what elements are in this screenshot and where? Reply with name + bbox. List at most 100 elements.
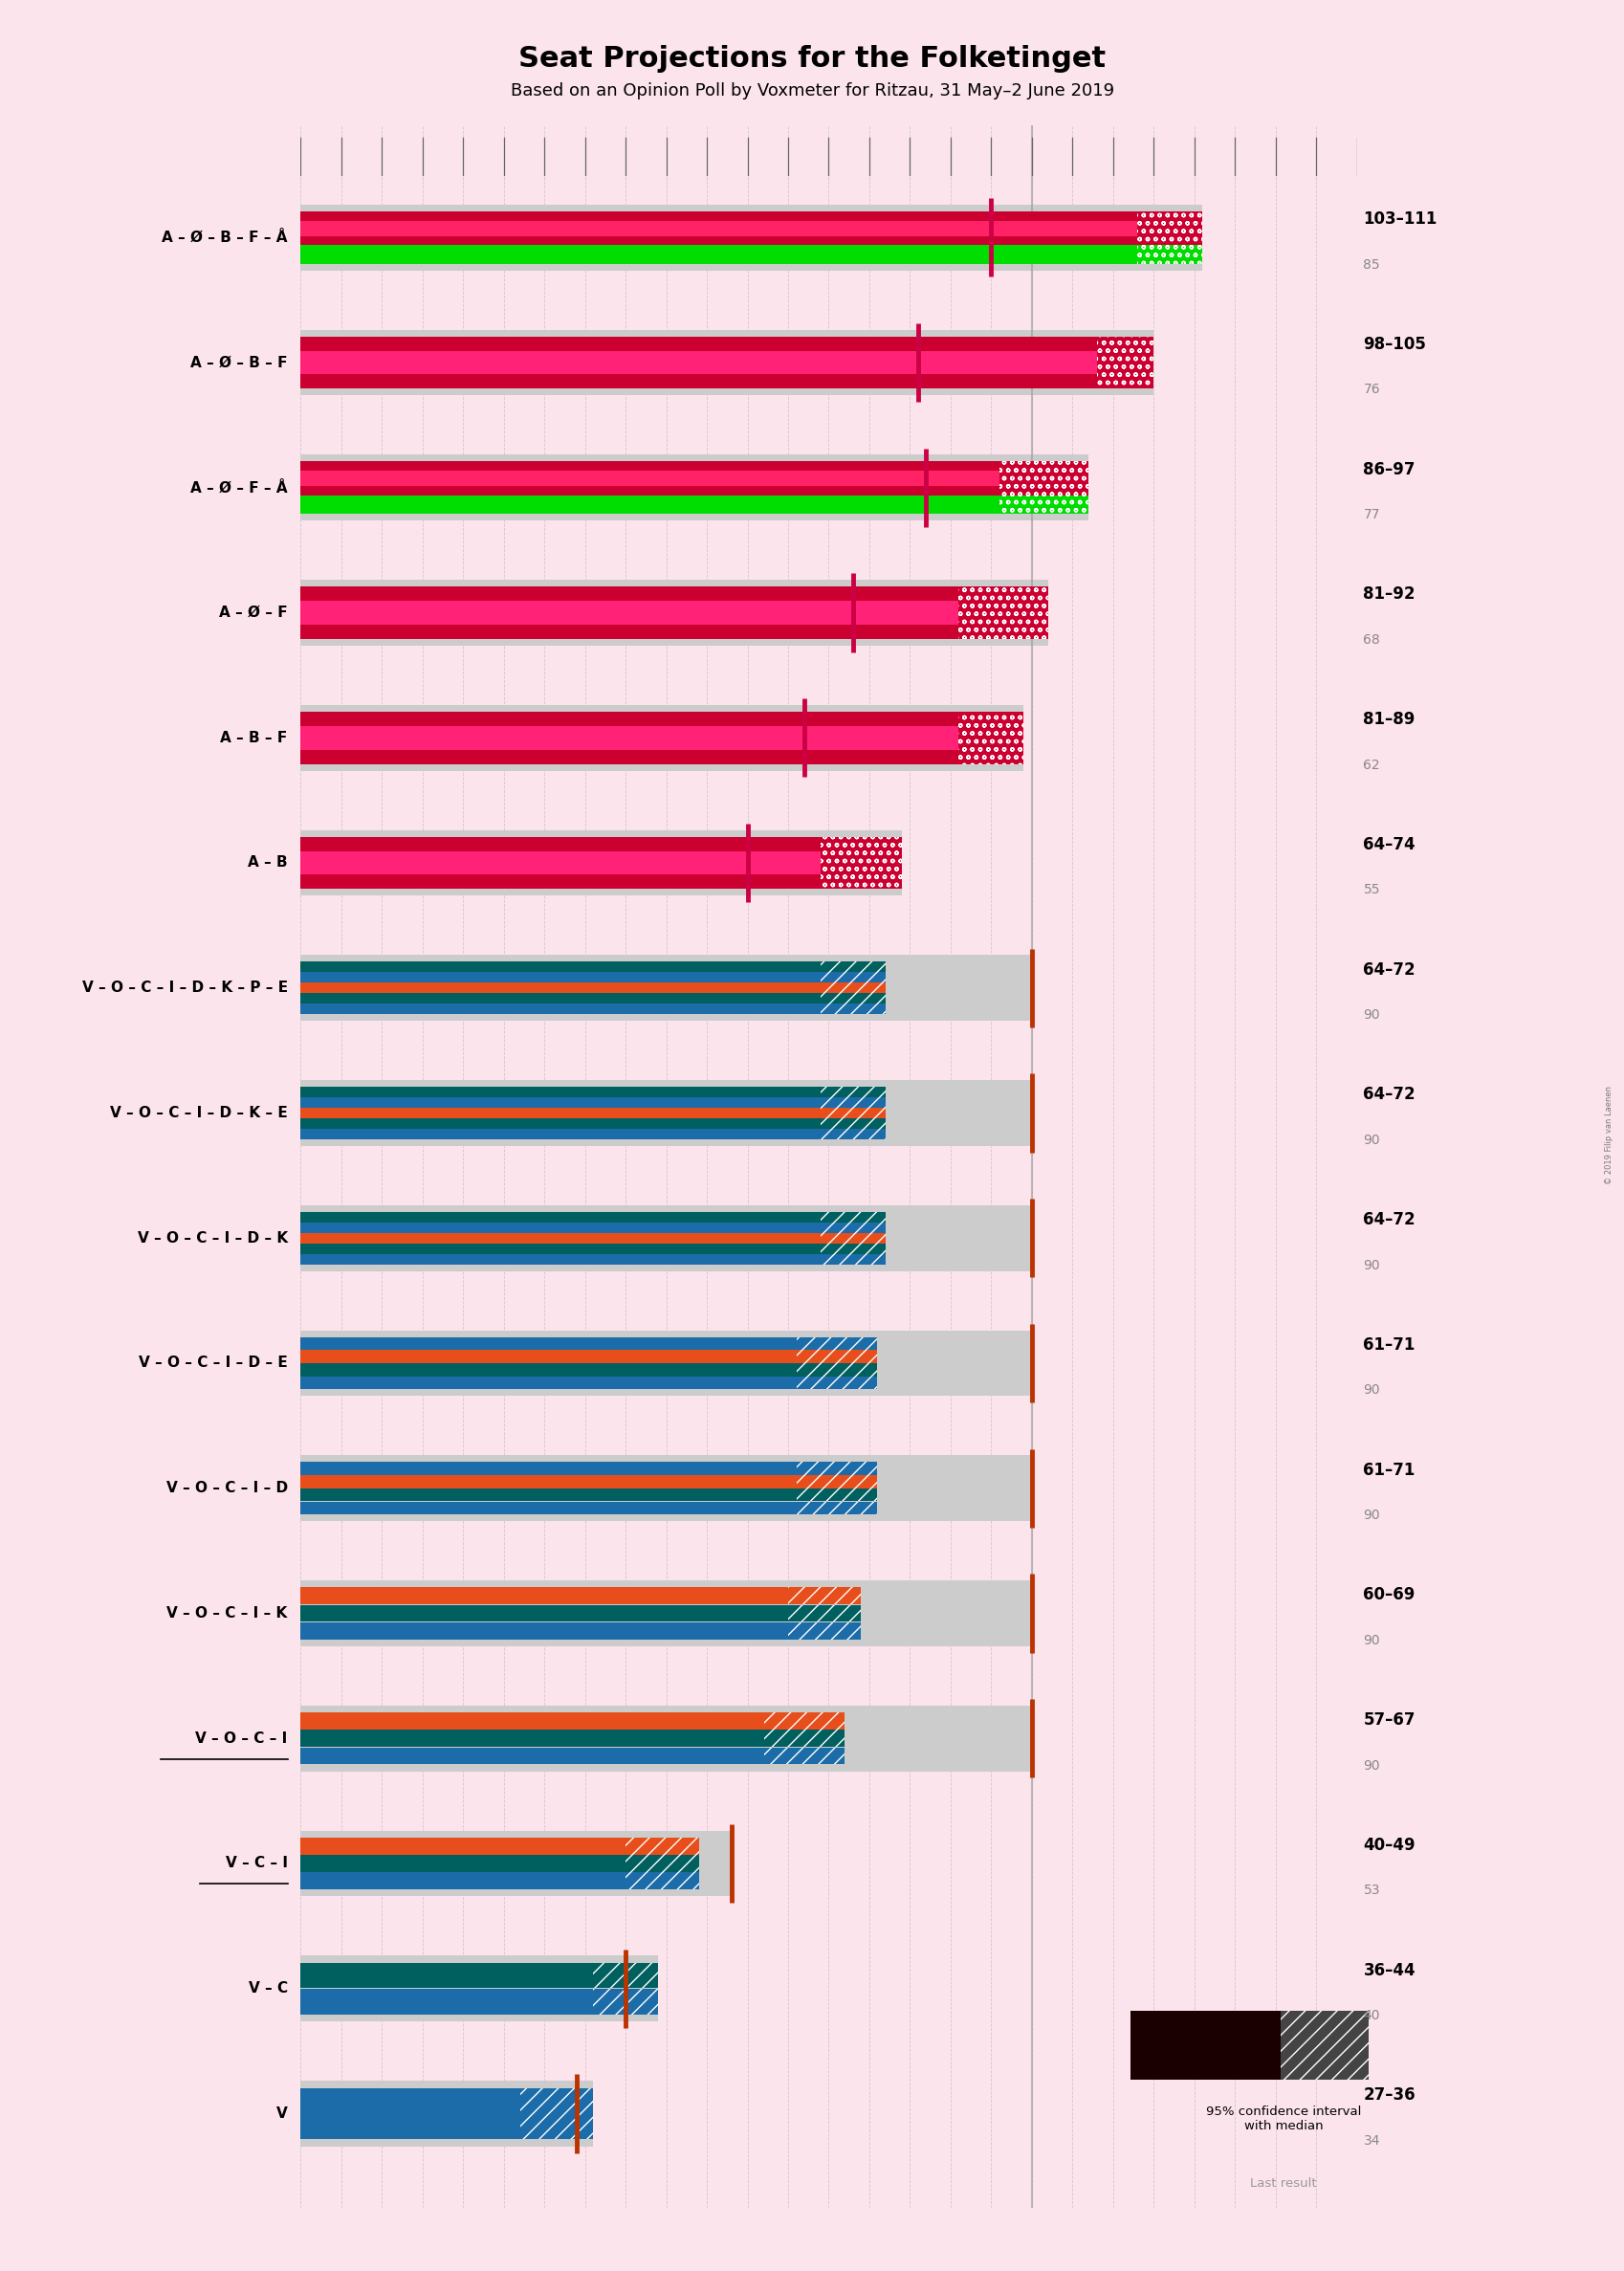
Text: 34: 34 [1363,2135,1379,2148]
Bar [820,963,885,972]
Text: 90: 90 [1363,1508,1379,1522]
Bar [625,1855,698,1871]
Bar [820,1088,885,1097]
Text: A – Ø – F: A – Ø – F [219,606,287,620]
Bar [300,1081,1031,1147]
Bar [796,1363,877,1376]
Text: 90: 90 [1363,1760,1379,1771]
Bar [300,1874,625,1889]
Bar [820,1097,885,1108]
Bar [300,983,820,992]
Bar [300,204,1202,270]
Bar [300,1962,593,1987]
Bar [300,579,1047,645]
Text: Seat Projections for the Folketinget: Seat Projections for the Folketinget [518,45,1106,73]
Bar [300,1117,820,1129]
Bar [300,956,1031,1020]
Bar [300,711,958,763]
Bar [300,1331,1031,1397]
Bar [820,983,885,992]
Text: V – O – C – I – D – K – E: V – O – C – I – D – K – E [110,1106,287,1120]
Bar [300,350,1096,375]
Bar [300,1245,820,1254]
Bar [300,1338,796,1349]
Bar [300,454,1088,520]
Bar [796,1376,877,1390]
Bar [300,602,958,625]
Bar [300,1706,1031,1771]
Bar [300,1233,820,1242]
Text: 61–71: 61–71 [1363,1335,1415,1354]
Bar [796,1501,877,1515]
Text: V – O – C – I – D – E: V – O – C – I – D – E [138,1356,287,1369]
Bar [763,1746,844,1765]
Text: Last result: Last result [1250,2178,1315,2189]
Bar [300,1606,788,1621]
Bar [300,1463,796,1474]
Bar [300,852,820,874]
Bar [999,461,1088,495]
Bar [300,1456,1031,1522]
Bar [300,245,1137,263]
Bar [820,1233,885,1242]
Bar [300,1731,763,1746]
Text: 90: 90 [1363,1383,1379,1397]
Text: 81–92: 81–92 [1363,586,1415,604]
Bar [958,586,1047,638]
Bar [300,329,1153,395]
Bar [520,2087,593,2139]
Text: A – Ø – F – Å: A – Ø – F – Å [190,479,287,495]
Text: 86–97: 86–97 [1363,461,1415,479]
Text: A – Ø – B – F: A – Ø – B – F [190,354,287,370]
Text: 103–111: 103–111 [1363,211,1437,227]
Bar [820,1245,885,1254]
Bar [300,1213,820,1222]
Bar [820,1108,885,1117]
Bar [300,1088,820,1097]
Bar [300,1206,1031,1272]
Bar [300,1351,796,1363]
Text: 64–72: 64–72 [1363,961,1415,979]
Text: 90: 90 [1363,1258,1379,1272]
Bar [820,836,901,890]
Text: 77: 77 [1363,509,1379,522]
Bar [300,963,820,972]
Text: 90: 90 [1363,1633,1379,1646]
Text: Based on an Opinion Poll by Voxmeter for Ritzau, 31 May–2 June 2019: Based on an Opinion Poll by Voxmeter for… [510,82,1114,100]
Text: 98–105: 98–105 [1363,336,1426,352]
Bar [796,1476,877,1488]
Text: 90: 90 [1363,1008,1379,1022]
Text: 40–49: 40–49 [1363,1837,1415,1853]
Text: 57–67: 57–67 [1363,1712,1415,1728]
Text: 81–89: 81–89 [1363,711,1415,729]
Bar [300,1712,763,1728]
Bar [820,1222,885,1233]
Bar [300,1254,820,1265]
Text: 76: 76 [1363,384,1379,397]
Bar [300,461,999,495]
Bar [300,1830,731,1896]
Bar [300,1581,1031,1646]
Bar [958,711,1023,763]
Bar [300,1488,796,1501]
Bar [763,1731,844,1746]
Text: 68: 68 [1363,634,1379,647]
Text: V – C – I: V – C – I [226,1855,287,1871]
Bar [788,1621,861,1640]
Bar [300,1108,820,1117]
Bar [300,1621,788,1640]
Bar [796,1351,877,1363]
Bar [1096,336,1153,388]
Bar [300,1376,796,1390]
Bar [300,336,1096,388]
Bar [300,470,999,486]
Bar [300,836,820,890]
Text: 64–72: 64–72 [1363,1210,1415,1229]
Bar [300,1746,763,1765]
Bar [300,1476,796,1488]
Text: A – B: A – B [248,856,287,870]
Bar [300,972,820,983]
Text: 95% confidence interval
with median: 95% confidence interval with median [1205,2105,1361,2132]
Bar [300,1363,796,1376]
Bar [625,1874,698,1889]
